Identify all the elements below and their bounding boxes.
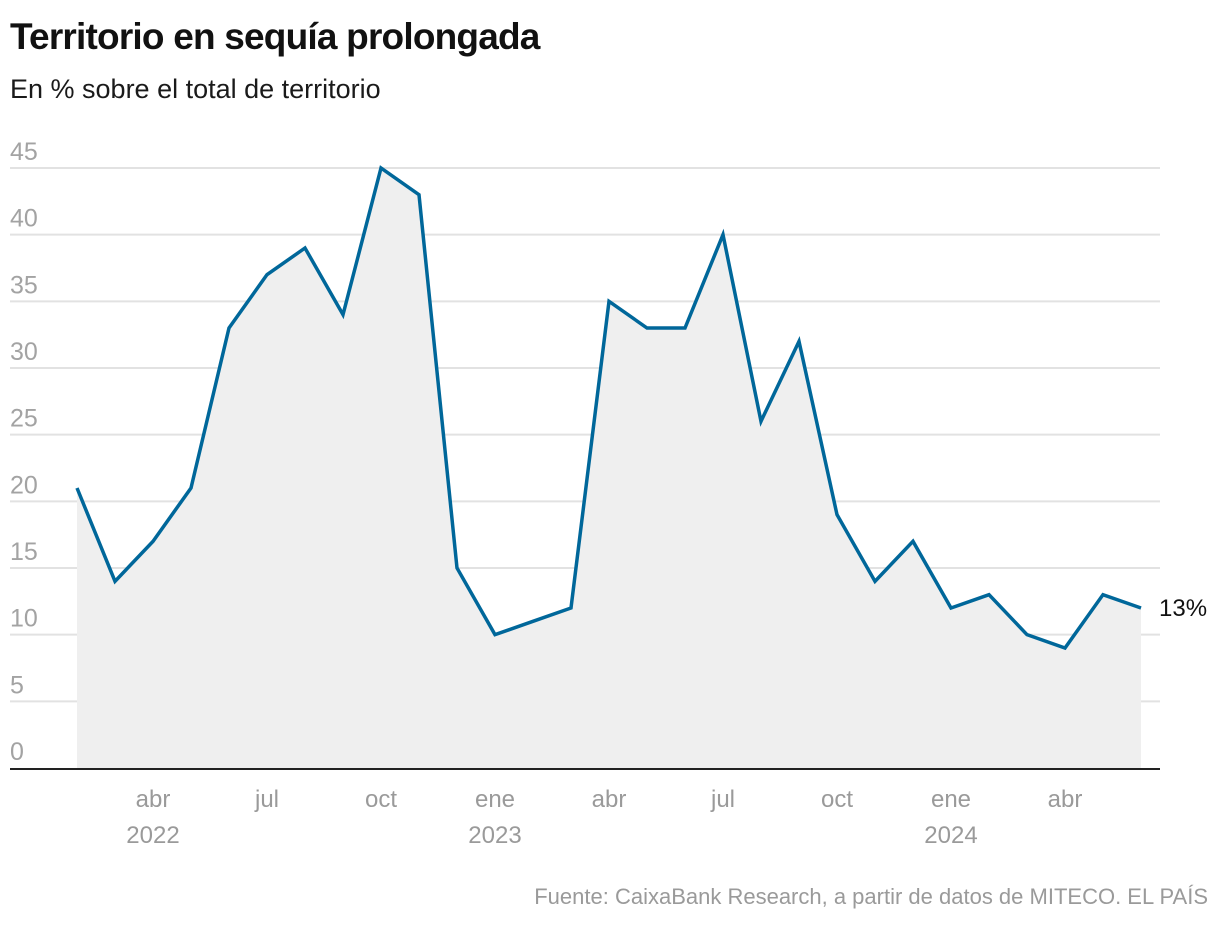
x-tick-label: abr [1048, 786, 1083, 813]
data-point [341, 313, 345, 317]
data-point [759, 419, 763, 423]
data-point [227, 326, 231, 330]
data-point [873, 579, 877, 583]
x-tick-year-label: 2024 [924, 822, 977, 849]
y-tick-label: 0 [10, 738, 24, 766]
data-point [1139, 606, 1143, 610]
y-axis-ticks: 0 5 10 15 20 25 30 35 40 45 [10, 138, 38, 766]
x-tick-label: oct [821, 786, 853, 813]
x-tick-label: jul [710, 786, 735, 813]
x-tick-year-label: 2022 [126, 822, 179, 849]
y-tick-label: 15 [10, 538, 38, 566]
chart-title: Territorio en sequía prolongada [10, 16, 540, 57]
y-tick-label: 30 [10, 338, 38, 366]
area-fill [77, 168, 1141, 768]
data-point [151, 539, 155, 543]
data-point [75, 486, 79, 490]
data-point [835, 513, 839, 517]
x-tick-label: abr [136, 786, 171, 813]
y-tick-label: 10 [10, 605, 38, 633]
y-tick-label: 20 [10, 471, 38, 499]
data-point [1101, 593, 1105, 597]
data-point [1063, 646, 1067, 650]
data-point [265, 273, 269, 277]
data-point [797, 339, 801, 343]
x-tick-year-label: 2023 [468, 822, 521, 849]
data-point [1025, 633, 1029, 637]
y-tick-label: 5 [10, 671, 24, 699]
data-point [379, 166, 383, 170]
data-point [569, 606, 573, 610]
data-point [911, 539, 915, 543]
data-point [987, 593, 991, 597]
data-point [455, 566, 459, 570]
data-point [607, 299, 611, 303]
data-point [113, 579, 117, 583]
x-tick-label: jul [254, 786, 279, 813]
data-point [949, 606, 953, 610]
series-line [75, 165, 1142, 651]
x-tick-label: ene [475, 786, 515, 813]
data-point [683, 326, 687, 330]
y-tick-label: 25 [10, 405, 38, 433]
x-tick-label: abr [592, 786, 627, 813]
y-tick-label: 35 [10, 271, 38, 299]
x-tick-label: ene [931, 786, 971, 813]
y-tick-label: 45 [10, 138, 38, 166]
y-tick-label: 40 [10, 205, 38, 233]
x-axis-ticks: abr 2022 jul oct ene 2023 abr jul oct ene 2024 abr [126, 786, 1082, 849]
data-point [303, 246, 307, 250]
data-point [189, 486, 193, 490]
data-point [493, 633, 497, 637]
x-tick-label: oct [365, 786, 397, 813]
source-note: Fuente: CaixaBank Research, a partir de … [534, 884, 1208, 909]
chart-subtitle: En % sobre el total de territorio [10, 74, 381, 104]
data-point [531, 619, 535, 623]
data-point [417, 193, 421, 197]
data-point [721, 233, 725, 237]
end-value-label: 13% [1159, 595, 1207, 622]
data-point [645, 326, 649, 330]
